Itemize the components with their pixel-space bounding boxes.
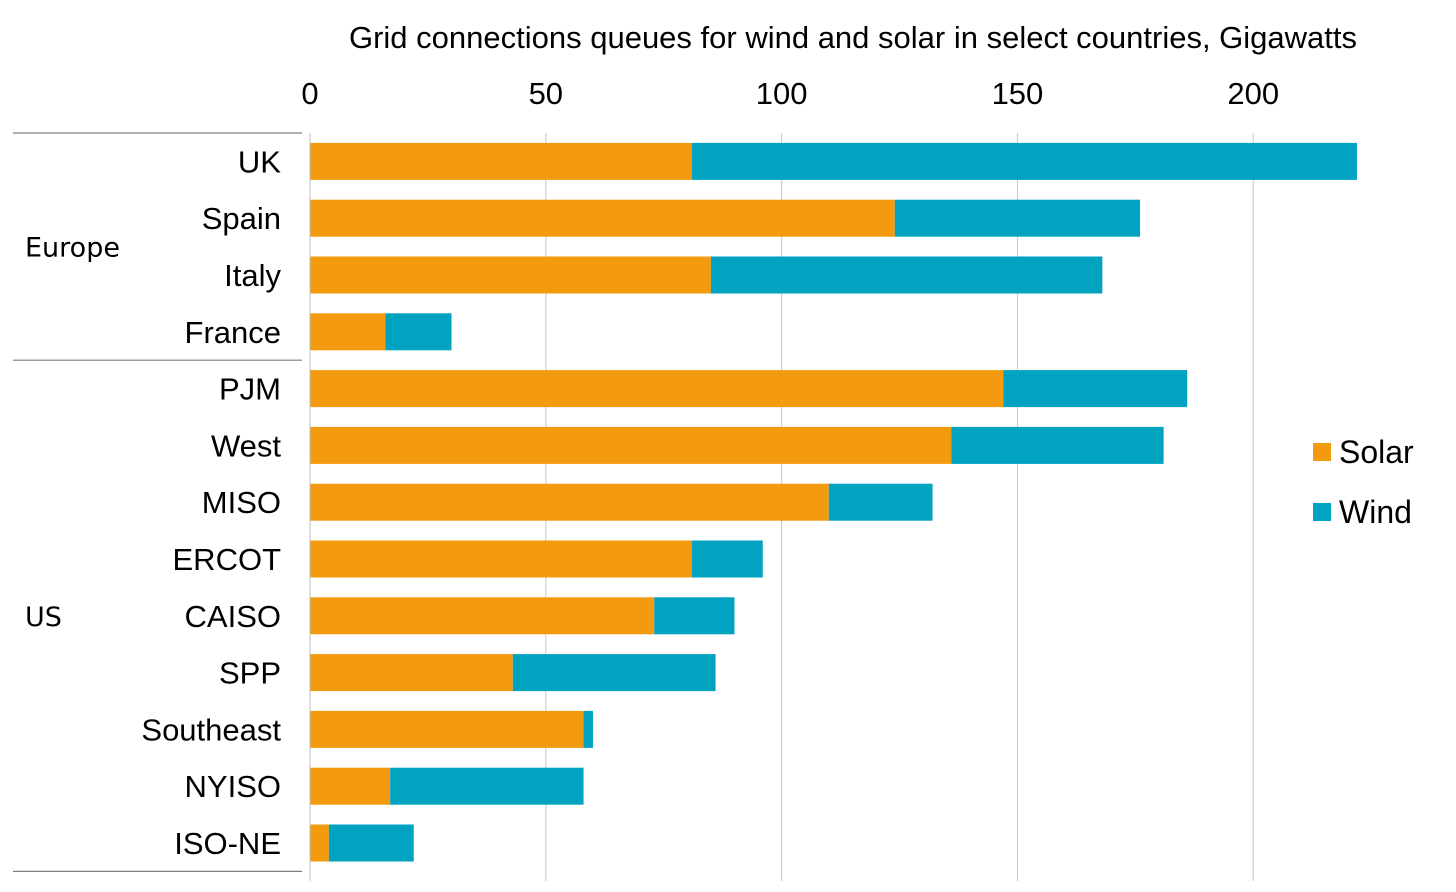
category-label: ERCOT	[173, 542, 282, 577]
category-label: NYISO	[185, 769, 281, 804]
category-label: MISO	[202, 485, 281, 520]
bar-wind-nyiso	[390, 767, 584, 805]
bar-solar-uk	[310, 142, 693, 180]
bar-solar-southeast	[310, 710, 584, 748]
category-label: West	[211, 428, 281, 463]
category-label: Southeast	[141, 712, 281, 747]
chart-title: Grid connections queues for wind and sol…	[349, 20, 1357, 55]
bar-wind-west	[951, 426, 1164, 464]
category-label: Italy	[224, 258, 281, 293]
x-tick-label: 100	[756, 76, 808, 111]
bar-solar-france	[310, 313, 386, 351]
bar-wind-italy	[710, 256, 1103, 294]
bar-solar-pjm	[310, 370, 1004, 408]
legend-swatch-solar	[1313, 443, 1331, 461]
category-label: UK	[238, 144, 281, 179]
bar-wind-southeast	[583, 710, 593, 748]
legend-label-wind: Wind	[1339, 494, 1412, 530]
x-axis-ticks: 0 50 100 150 200	[301, 76, 1279, 111]
bar-wind-spain	[894, 199, 1141, 237]
bar-wind-uk	[692, 142, 1357, 180]
bar-solar-caiso	[310, 597, 655, 635]
group-label: Europe	[25, 233, 120, 264]
bar-solar-spain	[310, 199, 895, 237]
bar-solar-iso-ne	[310, 824, 329, 862]
group-labels: Europe US	[13, 132, 311, 873]
bar-solar-ercot	[310, 540, 693, 578]
category-label: France	[185, 315, 281, 350]
bar-wind-spp	[512, 654, 716, 692]
category-label: SPP	[219, 656, 281, 691]
category-label: Spain	[202, 201, 281, 236]
bars	[310, 142, 1357, 862]
category-label: PJM	[219, 372, 281, 407]
bar-solar-spp	[310, 654, 513, 692]
bar-wind-iso-ne	[328, 824, 414, 862]
bar-solar-italy	[310, 256, 711, 294]
x-tick-label: 50	[529, 76, 563, 111]
category-label: CAISO	[185, 599, 281, 634]
bar-wind-france	[385, 313, 452, 351]
bar-solar-west	[310, 426, 952, 464]
x-tick-label: 150	[992, 76, 1044, 111]
bar-wind-caiso	[654, 597, 735, 635]
category-labels: UK Spain Italy France PJM West MISO ERCOT CAISO S…	[141, 144, 281, 861]
category-label: ISO-NE	[174, 826, 281, 861]
legend-swatch-wind	[1313, 503, 1331, 521]
bar-wind-miso	[828, 483, 933, 521]
bar-solar-miso	[310, 483, 829, 521]
legend-label-solar: Solar	[1339, 434, 1414, 470]
group-label: US	[25, 602, 62, 633]
legend: Solar Wind	[1313, 434, 1414, 530]
bar-wind-pjm	[1003, 370, 1188, 408]
x-tick-label: 200	[1227, 76, 1279, 111]
bar-wind-ercot	[692, 540, 763, 578]
x-tick-label: 0	[301, 76, 318, 111]
bar-solar-nyiso	[310, 767, 391, 805]
